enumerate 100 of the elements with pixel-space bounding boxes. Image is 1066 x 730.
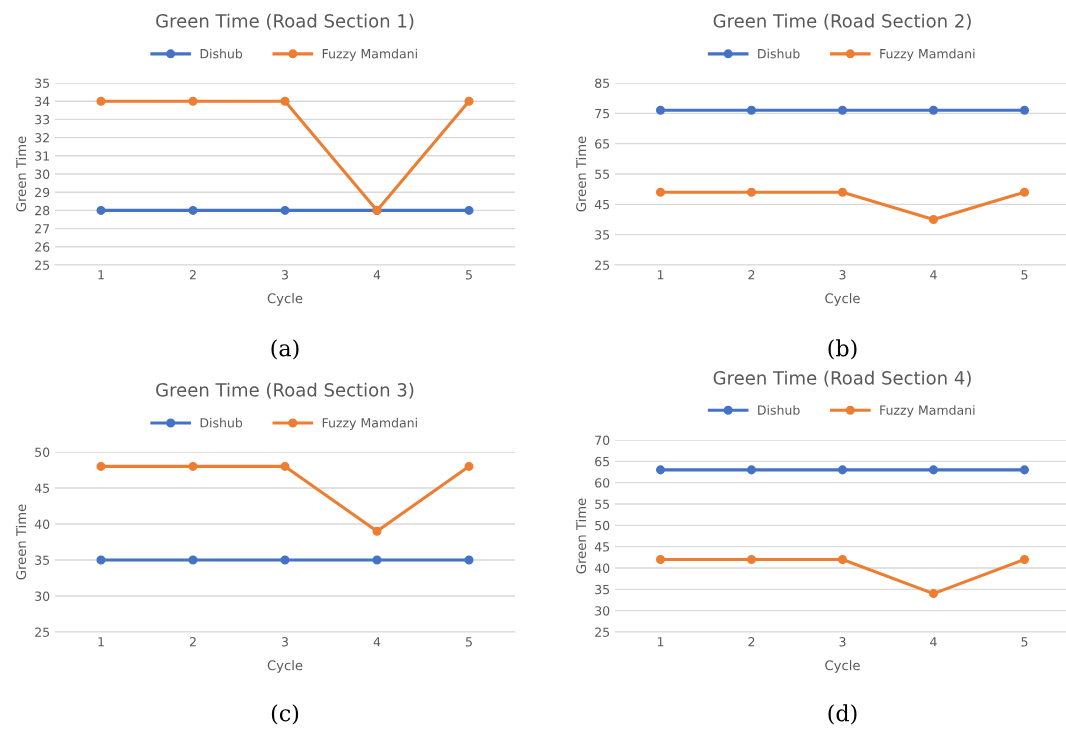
x-tick-label: 5 bbox=[465, 270, 472, 280]
point bbox=[837, 554, 848, 564]
point bbox=[464, 555, 474, 565]
x-tick-label: 4 bbox=[373, 637, 381, 647]
point bbox=[837, 465, 848, 475]
text: (a) bbox=[271, 339, 299, 360]
y-tick-label: 34 bbox=[35, 96, 50, 107]
x-tick-label: 2 bbox=[189, 270, 196, 280]
chart-title: Green Time (Road Section 4) bbox=[713, 370, 971, 387]
y-tick-label: 60 bbox=[595, 478, 610, 488]
y-tick-label: 40 bbox=[594, 563, 610, 573]
y-tick-label: 85 bbox=[595, 78, 610, 88]
y-tick-label: 25 bbox=[35, 627, 50, 637]
y-axis-title: Green Time bbox=[575, 136, 587, 212]
y-tick-label: 35 bbox=[595, 584, 610, 595]
legend-label: Dishub bbox=[200, 48, 243, 59]
point bbox=[655, 465, 666, 475]
y-tick-label: 70 bbox=[595, 435, 610, 445]
point bbox=[464, 461, 474, 471]
point bbox=[655, 187, 666, 197]
y-tick-label: 45 bbox=[594, 542, 610, 552]
x-tick-label: 1 bbox=[98, 270, 104, 280]
point bbox=[928, 105, 939, 115]
point bbox=[655, 554, 666, 564]
point bbox=[746, 187, 757, 197]
y-tick-label: 25 bbox=[595, 260, 610, 270]
chart-title: Green Time (Road Section 2) bbox=[713, 13, 971, 30]
y-tick-label: 35 bbox=[35, 555, 50, 565]
x-tick-label: 3 bbox=[281, 637, 288, 647]
y-tick-label: 55 bbox=[595, 499, 610, 509]
point bbox=[96, 555, 106, 565]
point bbox=[837, 105, 848, 115]
x-tick-label: 2 bbox=[748, 270, 755, 280]
x-tick-label: 3 bbox=[281, 270, 288, 280]
y-tick-label: 45 bbox=[594, 199, 610, 210]
x-tick-label: 2 bbox=[748, 637, 755, 647]
y-tick-label: 29 bbox=[35, 187, 50, 198]
point bbox=[746, 465, 757, 475]
y-tick-label: 45 bbox=[34, 483, 50, 493]
x-axis-title: Cycle bbox=[825, 293, 860, 306]
y-tick-label: 40 bbox=[34, 519, 50, 529]
point bbox=[280, 555, 290, 565]
x-tick-label: 5 bbox=[465, 637, 472, 647]
y-tick-label: 30 bbox=[595, 606, 610, 616]
point bbox=[280, 461, 290, 471]
x-tick-label: 1 bbox=[657, 637, 664, 647]
x-tick-label: 4 bbox=[373, 270, 381, 280]
x-tick-label: 5 bbox=[1021, 270, 1028, 280]
point bbox=[188, 555, 198, 565]
y-tick-label: 65 bbox=[595, 456, 610, 467]
legend-label: Fuzzy Mamdani bbox=[880, 48, 975, 61]
legend-label: Fuzzy Mamdani bbox=[322, 417, 417, 430]
x-tick-label: 4 bbox=[930, 270, 937, 280]
y-tick-label: 35 bbox=[595, 230, 610, 240]
y-tick-label: 25 bbox=[35, 260, 50, 270]
x-tick-label: 2 bbox=[189, 637, 196, 647]
x-axis-title: Cycle bbox=[267, 660, 303, 673]
legend-label: Dishub bbox=[758, 405, 800, 415]
y-tick-label: 30 bbox=[35, 169, 50, 179]
point bbox=[1019, 105, 1030, 115]
point bbox=[96, 461, 106, 471]
x-tick-label: 1 bbox=[657, 270, 664, 280]
x-axis-title: Cycle bbox=[267, 293, 303, 306]
point bbox=[928, 589, 939, 599]
y-tick-label: 50 bbox=[35, 447, 50, 457]
point bbox=[928, 214, 939, 225]
y-tick-label: 27 bbox=[35, 224, 50, 234]
y-tick-label: 35 bbox=[35, 78, 50, 88]
legend-label: Fuzzy Mamdani bbox=[322, 48, 417, 61]
y-tick-label: 32 bbox=[35, 133, 49, 143]
point bbox=[1019, 465, 1030, 475]
x-tick-label: 4 bbox=[930, 637, 937, 647]
legend-label: Dishub bbox=[200, 417, 243, 428]
y-tick-label: 31 bbox=[35, 151, 49, 161]
text: (b) bbox=[828, 339, 857, 360]
y-tick-label: 75 bbox=[595, 108, 610, 119]
legend-label: Dishub bbox=[758, 48, 800, 59]
y-tick-label: 25 bbox=[595, 627, 610, 637]
x-tick-label: 3 bbox=[839, 637, 846, 647]
point bbox=[188, 461, 198, 471]
point bbox=[1019, 554, 1030, 564]
x-tick-label: 5 bbox=[1021, 637, 1028, 647]
y-tick-label: 50 bbox=[595, 520, 610, 531]
x-tick-label: 1 bbox=[98, 637, 104, 647]
legend-label: Fuzzy Mamdani bbox=[880, 405, 975, 418]
y-tick-label: 28 bbox=[35, 205, 50, 216]
x-tick-label: 3 bbox=[839, 270, 846, 280]
y-tick-label: 65 bbox=[595, 139, 610, 149]
y-axis-title: Green Time bbox=[15, 136, 27, 212]
y-tick-label: 30 bbox=[35, 591, 50, 601]
chart-title: Green Time (Road Section 3) bbox=[156, 382, 414, 399]
y-axis-title: Green Time bbox=[15, 504, 27, 580]
y-tick-label: 33 bbox=[35, 114, 50, 125]
point bbox=[372, 555, 382, 565]
text: (d) bbox=[828, 704, 857, 725]
chart-title: Green Time (Road Section 1) bbox=[156, 13, 414, 30]
point bbox=[837, 187, 848, 197]
point bbox=[746, 554, 757, 564]
y-axis-title: Green Time bbox=[575, 498, 587, 574]
point bbox=[928, 465, 939, 475]
